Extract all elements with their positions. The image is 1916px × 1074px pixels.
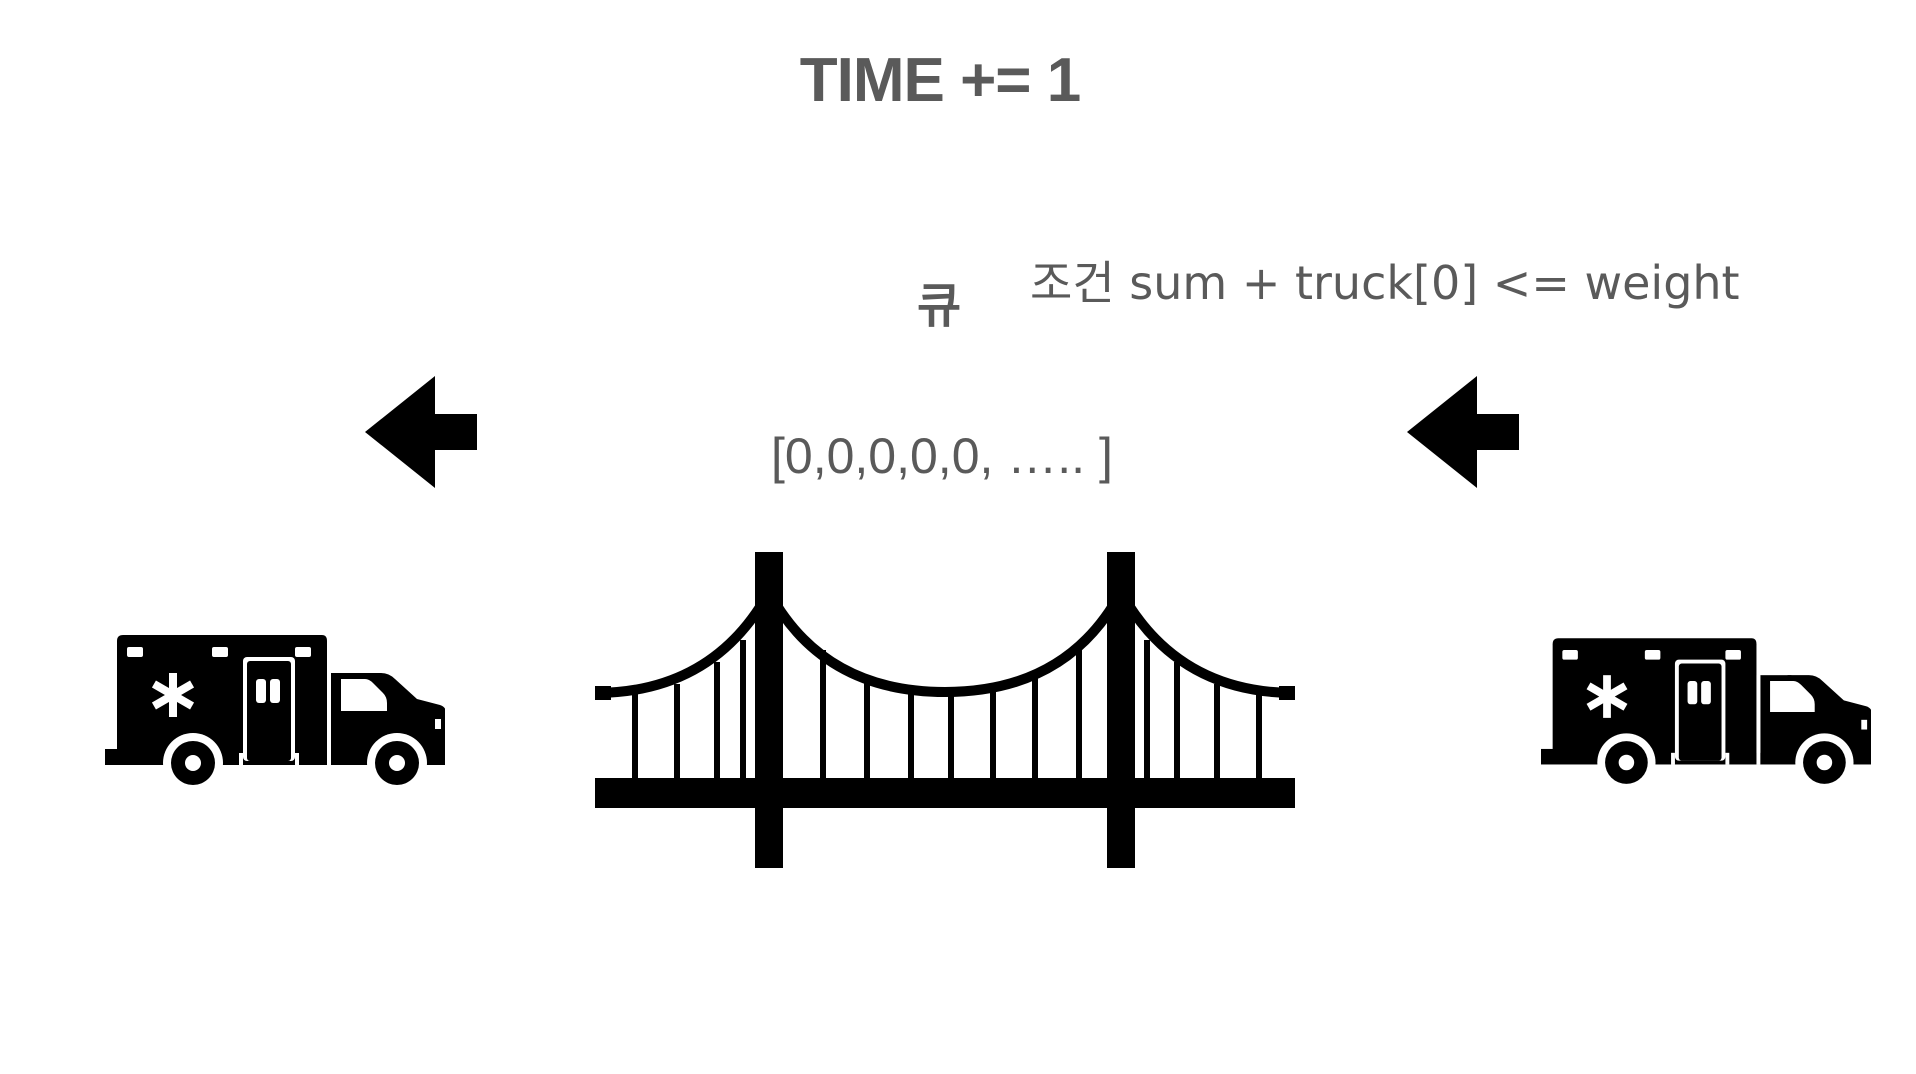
ambulance-icon [105,635,445,793]
queue-label: 큐 [917,278,962,334]
time-increment-title: TIME += 1 [799,46,1081,115]
right-arrow-icon [1407,376,1519,488]
left-arrow-icon [365,376,477,488]
suspension-bridge-icon [595,552,1295,868]
condition-label: 조건 sum + truck[0] <= weight [1030,256,1740,310]
ambulance-icon [1541,638,1871,792]
queue-array-label: [0,0,0,0,0, ….. ] [771,428,1113,484]
